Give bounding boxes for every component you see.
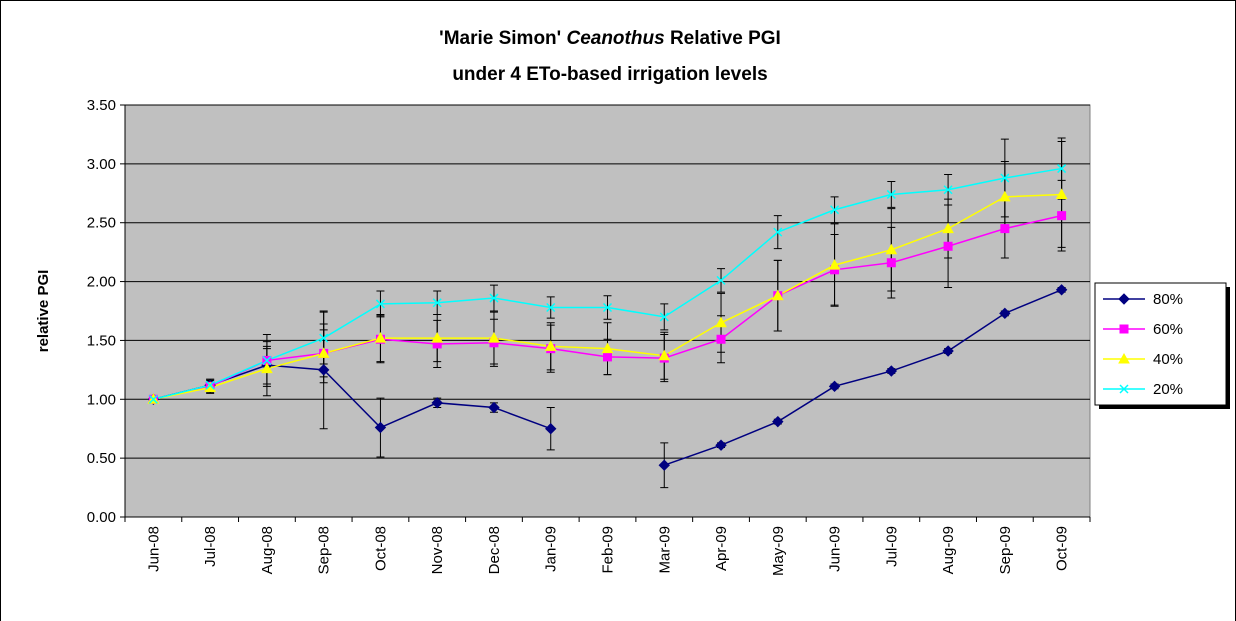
marker	[1057, 164, 1067, 174]
marker	[261, 362, 273, 374]
legend	[1094, 282, 1227, 406]
marker	[205, 380, 215, 390]
marker	[488, 332, 500, 343]
y-axis-label: relative PGI	[35, 270, 52, 353]
marker	[942, 222, 954, 234]
x-tick-label: Apr-09	[713, 526, 730, 571]
marker	[374, 421, 387, 434]
x-tick-label: Oct-08	[372, 526, 389, 571]
marker	[317, 364, 330, 376]
marker	[715, 316, 727, 328]
marker	[999, 190, 1011, 202]
marker	[1055, 188, 1068, 199]
marker	[715, 439, 727, 451]
marker	[488, 401, 500, 414]
x-tick-label: Aug-09	[940, 526, 957, 574]
marker	[375, 299, 385, 309]
marker	[828, 259, 841, 270]
x-tick-label: Jun-09	[827, 526, 844, 572]
marker	[603, 352, 612, 362]
marker	[772, 415, 784, 428]
marker	[431, 332, 444, 343]
marker	[317, 347, 330, 358]
x-tick-label: Oct-09	[1054, 526, 1071, 571]
marker	[886, 258, 896, 268]
marker	[771, 289, 784, 301]
legend-label: 80%	[1153, 291, 1183, 308]
x-tick-label: Feb-09	[600, 526, 617, 574]
title-part: Relative PGI	[670, 28, 781, 49]
y-tick-label: 3.50	[87, 97, 116, 114]
marker	[374, 332, 387, 343]
marker	[601, 342, 614, 354]
x-tick-label: Jan-09	[543, 526, 560, 572]
x-tick-label: Nov-08	[429, 526, 446, 574]
marker	[1057, 211, 1067, 221]
marker	[602, 302, 613, 312]
x-tick-label: Jul-08	[202, 526, 219, 567]
y-tick-label: 0.50	[87, 450, 116, 467]
marker	[658, 349, 671, 361]
chart-title: 'Marie Simon' Ceanothus Relative PGI	[439, 28, 781, 49]
x-tick-label: Sep-09	[997, 526, 1014, 574]
legend-label: 40%	[1153, 351, 1183, 368]
marker	[716, 334, 726, 344]
marker	[1119, 384, 1129, 394]
marker	[1118, 352, 1130, 364]
marker	[1000, 224, 1010, 234]
marker	[942, 345, 954, 357]
marker	[1055, 284, 1068, 296]
marker	[999, 307, 1011, 320]
marker	[148, 394, 158, 404]
title-part: 'Marie Simon'	[439, 28, 561, 49]
marker	[432, 298, 442, 308]
marker	[658, 459, 670, 471]
legend-label: 60%	[1153, 321, 1183, 338]
marker	[431, 397, 443, 409]
marker	[545, 423, 557, 435]
y-tick-label: 1.00	[87, 391, 116, 408]
marker	[1000, 173, 1010, 183]
x-tick-label: Dec-08	[486, 526, 503, 574]
marker	[716, 275, 726, 285]
marker	[262, 355, 272, 365]
marker	[943, 185, 953, 195]
marker	[943, 241, 953, 251]
x-tick-label: Sep-08	[316, 526, 333, 574]
title-part: Ceanothus	[566, 28, 664, 49]
x-tick-label: May-09	[770, 526, 787, 576]
x-tick-label: Jun-08	[145, 526, 162, 572]
marker	[885, 365, 898, 377]
marker	[1118, 293, 1130, 305]
marker	[489, 293, 499, 303]
marker	[830, 205, 840, 215]
marker	[828, 380, 841, 393]
x-tick-label: Aug-08	[259, 526, 276, 574]
y-tick-label: 3.00	[87, 156, 116, 173]
y-tick-label: 2.00	[87, 274, 116, 291]
legend-label: 20%	[1153, 381, 1183, 398]
marker	[885, 243, 898, 255]
marker	[886, 189, 896, 199]
x-tick-label: Jul-09	[883, 526, 900, 567]
marker	[544, 340, 557, 351]
marker	[773, 227, 783, 237]
y-tick-label: 1.50	[87, 332, 116, 349]
x-tick-label: Mar-09	[656, 526, 673, 574]
y-tick-label: 2.50	[87, 215, 116, 232]
chart-subtitle: under 4 ETo-based irrigation levels	[452, 64, 767, 85]
marker	[659, 312, 669, 322]
marker	[546, 302, 556, 312]
marker	[319, 333, 329, 343]
y-tick-label: 0.00	[87, 509, 116, 526]
marker	[1119, 324, 1129, 334]
